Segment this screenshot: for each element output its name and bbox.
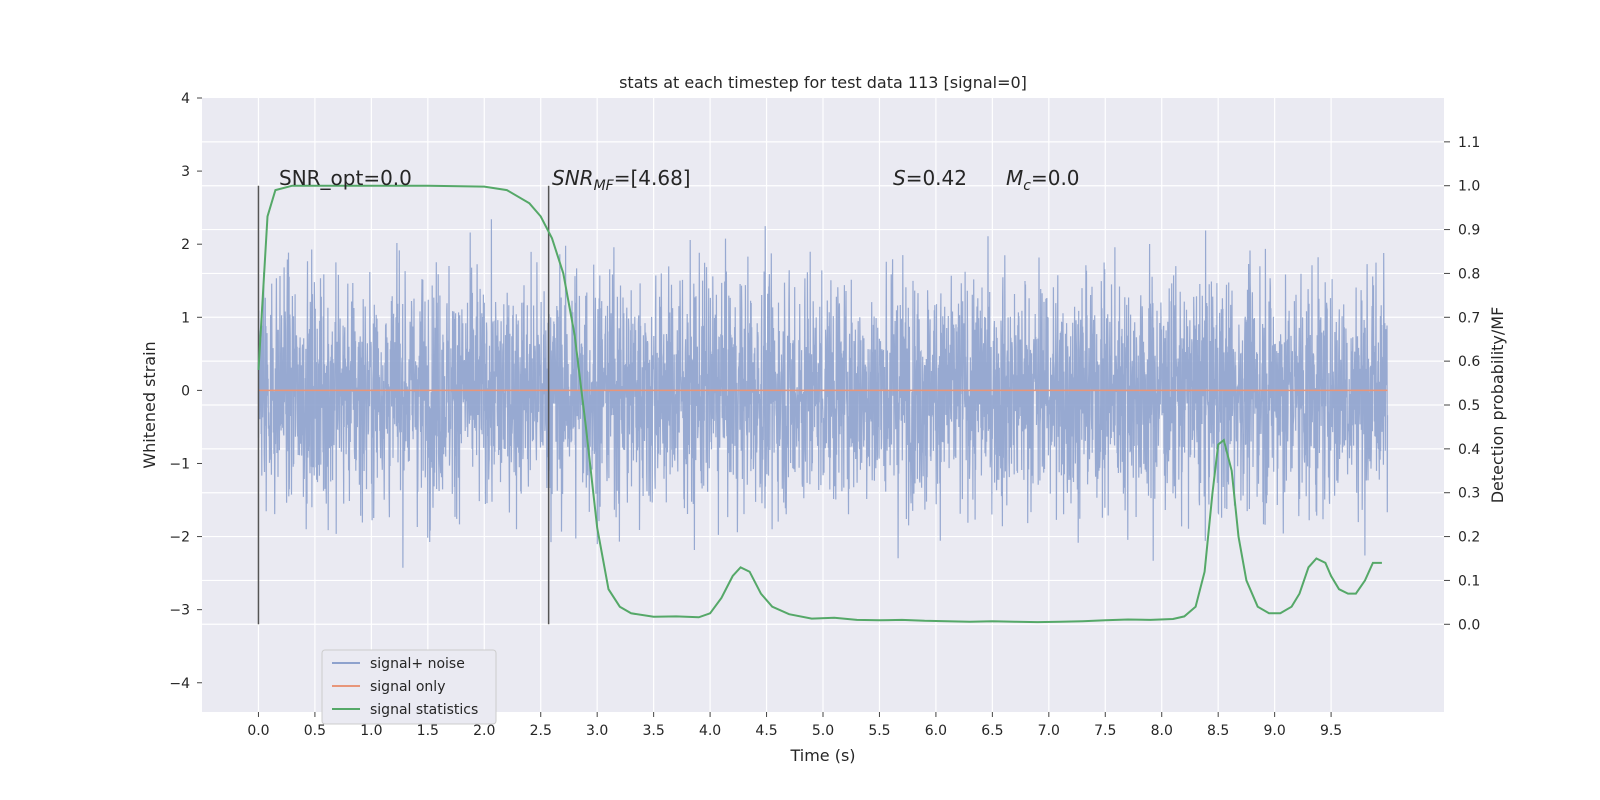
legend: signal+ noise signal only signal statist… — [321, 649, 497, 725]
series-signal-statistics — [257, 184, 1382, 624]
annotation-mc-value: =0.0 — [1031, 166, 1080, 190]
y-axis-label-left: Whitened strain — [140, 341, 159, 468]
legend-label-signal-statistics: signal statistics — [370, 702, 478, 718]
series-signal-noise — [257, 219, 1389, 568]
y-tick-label-left: 4 — [181, 91, 190, 107]
y-tick-label-right: 0.1 — [1458, 573, 1480, 589]
x-tick-label: 1.5 — [417, 723, 439, 739]
y-tick-label-left: 0 — [181, 383, 190, 399]
y-tick-label-right: 0.7 — [1458, 310, 1480, 326]
x-tick-label: 7.0 — [1038, 723, 1060, 739]
noise-trace — [257, 219, 1389, 568]
y-tick-label-right: 1.0 — [1458, 179, 1480, 195]
y-tick-label-right: 0.3 — [1458, 486, 1480, 502]
x-tick-label: 0.5 — [304, 723, 326, 739]
x-tick-label: 9.5 — [1320, 723, 1342, 739]
x-tick-label: 8.0 — [1151, 723, 1173, 739]
x-tick-label: 3.0 — [586, 723, 608, 739]
x-tick-label: 5.0 — [812, 723, 834, 739]
y-tick-labels-left: 4 3 2 1 0 −1 −2 −3 −4 — [169, 91, 202, 692]
x-tick-label: 3.5 — [643, 723, 665, 739]
y-tick-label-right: 0.9 — [1458, 223, 1480, 239]
annotation-mc-sub: c — [1023, 178, 1031, 194]
annotation-s-value: =0.42 — [906, 166, 967, 190]
y-tick-label-left: −2 — [169, 530, 190, 546]
annotation-s-main: S — [893, 166, 906, 190]
annotation-snr-mf-value: =[4.68] — [614, 166, 691, 190]
y-tick-labels-right: 1.1 1.0 0.9 0.8 0.7 0.6 0.5 0.4 0.3 0.2 0.1 0.0 — [1444, 135, 1480, 633]
x-tick-label: 9.0 — [1264, 723, 1286, 739]
x-tick-label: 7.5 — [1094, 723, 1116, 739]
x-tick-label: 6.0 — [925, 723, 947, 739]
legend-label-signal-only: signal only — [370, 679, 445, 695]
x-axis-label: Time (s) — [789, 746, 855, 765]
y-tick-label-right: 1.1 — [1458, 135, 1480, 151]
y-tick-label-left: 1 — [181, 310, 190, 326]
y-tick-label-left: −1 — [169, 456, 190, 472]
x-tick-labels: 0.0 0.5 1.0 1.5 2.0 2.5 3.0 3.5 4.0 4.5 5.0 5.5 6.0 6… — [247, 712, 1342, 739]
annotation-mc-main: M — [1006, 166, 1023, 190]
x-tick-label: 8.5 — [1207, 723, 1229, 739]
y-axis-label-right: Detection probability/MF — [1488, 307, 1507, 504]
x-tick-label: 0.0 — [247, 723, 269, 739]
y-tick-label-right: 0.0 — [1458, 617, 1480, 633]
x-tick-label: 4.5 — [755, 723, 777, 739]
x-tick-label: 1.0 — [360, 723, 382, 739]
legend-label-signal-noise: signal+ noise — [370, 656, 465, 672]
x-tick-label: 5.5 — [868, 723, 890, 739]
annotation-s: S=0.42 — [893, 166, 967, 190]
y-tick-label-left: 2 — [181, 237, 190, 253]
legend-box — [321, 649, 497, 725]
annotation-mc: Mc=0.0 — [1006, 166, 1080, 194]
x-tick-label: 2.5 — [530, 723, 552, 739]
annotation-snr-mf-sub: MF — [594, 178, 615, 194]
y-tick-label-left: −4 — [169, 676, 190, 692]
annotation-snr-opt: SNR_opt=0.0 — [279, 166, 412, 190]
vertical-markers — [257, 185, 550, 625]
chart-title: stats at each timestep for test data 113… — [619, 73, 1027, 92]
x-tick-label: 6.5 — [981, 723, 1003, 739]
annotation-snr-mf-main: SNR — [552, 166, 594, 190]
y-tick-label-right: 0.6 — [1458, 354, 1480, 370]
y-tick-label-right: 0.8 — [1458, 266, 1480, 282]
y-tick-label-left: −3 — [169, 603, 190, 619]
y-tick-label-right: 0.4 — [1458, 442, 1480, 458]
x-tick-label: 2.0 — [473, 723, 495, 739]
y-tick-label-right: 0.2 — [1458, 530, 1480, 546]
x-tick-label: 4.0 — [699, 723, 721, 739]
annotation-snr-mf: SNRMF=[4.68] — [552, 166, 691, 194]
y-tick-label-right: 0.5 — [1458, 398, 1480, 414]
y-tick-label-left: 3 — [181, 164, 190, 180]
